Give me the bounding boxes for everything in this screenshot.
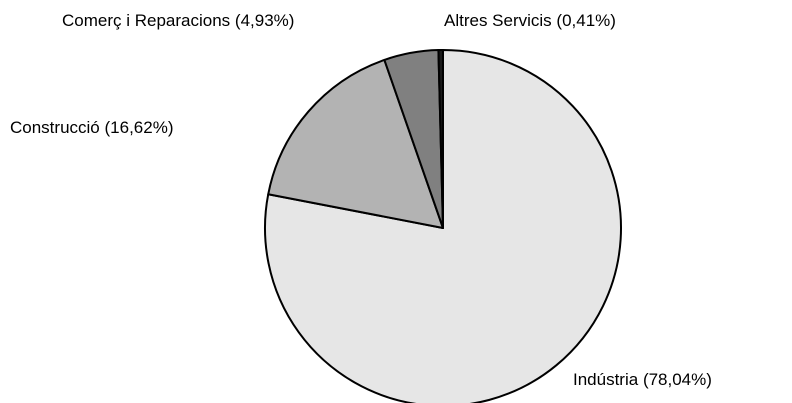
slice-name: Comerç i Reparacions — [62, 11, 230, 30]
slice-label: Construcció (16,62%) — [10, 118, 173, 137]
slice-value-label: (78,04%) — [643, 370, 712, 389]
slice-name: Indústria — [573, 370, 639, 389]
slice-value-label: (4,93%) — [235, 11, 295, 30]
slice-name: Altres Servicis — [444, 11, 552, 30]
pie-slice — [437, 49, 444, 229]
slice-value-label: (0,41%) — [556, 11, 616, 30]
pie-slice — [264, 49, 622, 403]
slice-name: Construcció — [10, 118, 100, 137]
slice-label: Comerç i Reparacions (4,93%) — [62, 11, 294, 30]
slice-label: Altres Servicis (0,41%) — [444, 11, 616, 30]
slice-label: Indústria (78,04%) — [573, 370, 712, 389]
slice-value-label: (16,62%) — [105, 118, 174, 137]
pie-slice — [267, 58, 444, 229]
